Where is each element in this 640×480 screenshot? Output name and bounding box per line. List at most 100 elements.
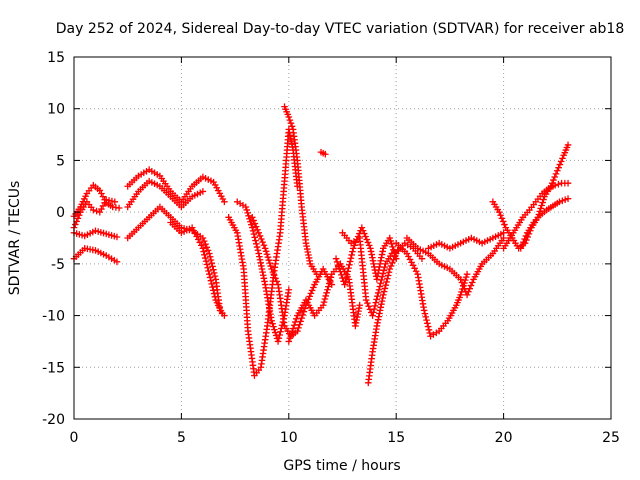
data-point: [267, 262, 274, 270]
x-tick-label: 15: [387, 430, 405, 446]
data-point: [349, 245, 357, 252]
data-point: [252, 237, 259, 244]
data-point: [497, 211, 504, 219]
data-point: [499, 218, 507, 225]
data-point: [249, 227, 257, 235]
data-point: [463, 291, 471, 299]
data-point: [293, 315, 300, 323]
data-point: [111, 198, 119, 206]
data-point: [461, 276, 469, 284]
data-point: [358, 224, 366, 231]
data-point: [289, 325, 297, 332]
data-point: [389, 243, 396, 251]
data-point: [207, 256, 215, 264]
data-point: [406, 256, 414, 263]
data-point: [248, 214, 256, 221]
data-point: [554, 167, 561, 175]
data-point: [256, 232, 264, 240]
x-tick-label: 5: [177, 430, 186, 446]
data-point: [354, 233, 362, 240]
plot-border: [73, 56, 612, 420]
data-point: [349, 248, 356, 255]
data-point: [337, 268, 344, 275]
data-point: [403, 250, 411, 257]
data-point: [252, 223, 260, 230]
data-point: [321, 295, 329, 303]
data-point: [320, 298, 328, 306]
data-point: [210, 269, 218, 277]
data-point: [221, 198, 228, 206]
data-point: [362, 233, 369, 240]
data-point: [325, 283, 332, 290]
data-point: [262, 247, 270, 255]
data-point: [75, 211, 83, 219]
data-point: [380, 291, 387, 299]
data-point: [382, 281, 390, 289]
data-point: [390, 256, 397, 264]
data-point: [348, 251, 355, 259]
data-point: [274, 338, 282, 345]
data-point: [205, 267, 212, 275]
data-point: [564, 141, 572, 149]
data-point: [420, 307, 428, 314]
series-arc-u: [489, 141, 572, 252]
data-point: [364, 299, 371, 307]
data-point: [468, 279, 476, 286]
data-point: [209, 263, 216, 270]
data-point: [369, 312, 376, 319]
data-point: [288, 328, 296, 336]
data-point: [540, 196, 547, 203]
data-point: [277, 328, 284, 336]
data-point: [272, 275, 279, 282]
data-point: [322, 150, 329, 158]
data-point: [191, 230, 199, 237]
data-point: [268, 265, 275, 273]
data-point: [271, 326, 278, 333]
x-tick-labels: 0 5 10 15 20 25: [70, 430, 620, 446]
data-point: [342, 274, 350, 282]
data-point: [457, 291, 464, 299]
data-point: [308, 287, 316, 294]
data-point: [370, 309, 377, 316]
data-point: [421, 310, 429, 317]
data-point: [113, 258, 121, 266]
data-point: [347, 254, 355, 262]
data-point: [386, 234, 394, 242]
data-point: [387, 262, 395, 270]
data-point: [287, 119, 295, 127]
data-point: [537, 205, 545, 212]
data-point: [259, 238, 266, 246]
data-point: [379, 270, 387, 277]
data-point: [359, 227, 367, 234]
data-point: [250, 217, 257, 224]
data-point: [190, 227, 197, 234]
data-point: [250, 230, 258, 238]
data-point: [426, 329, 434, 337]
data-point: [273, 278, 281, 285]
data-point: [551, 173, 559, 181]
data-point: [253, 243, 261, 251]
data-point: [467, 282, 475, 289]
data-point: [561, 196, 569, 204]
data-point: [245, 212, 252, 220]
data-point: [200, 248, 207, 255]
data-point: [202, 240, 209, 248]
data-point: [360, 230, 368, 237]
data-point: [380, 288, 388, 295]
data-point: [555, 164, 562, 171]
data-point: [556, 161, 564, 168]
data-point: [385, 268, 393, 276]
data-point: [408, 259, 415, 266]
data-point: [193, 233, 201, 240]
data-point: [518, 241, 526, 249]
data-point: [199, 188, 207, 195]
data-point: [210, 290, 218, 297]
data-point: [342, 277, 349, 285]
data-point: [550, 176, 557, 184]
y-axis-label: SDTVAR / TECUs: [7, 181, 23, 296]
data-point: [203, 261, 211, 268]
data-point: [422, 313, 430, 321]
y-tick-label: -20: [42, 412, 65, 428]
data-point: [326, 277, 334, 284]
data-point: [412, 267, 420, 275]
